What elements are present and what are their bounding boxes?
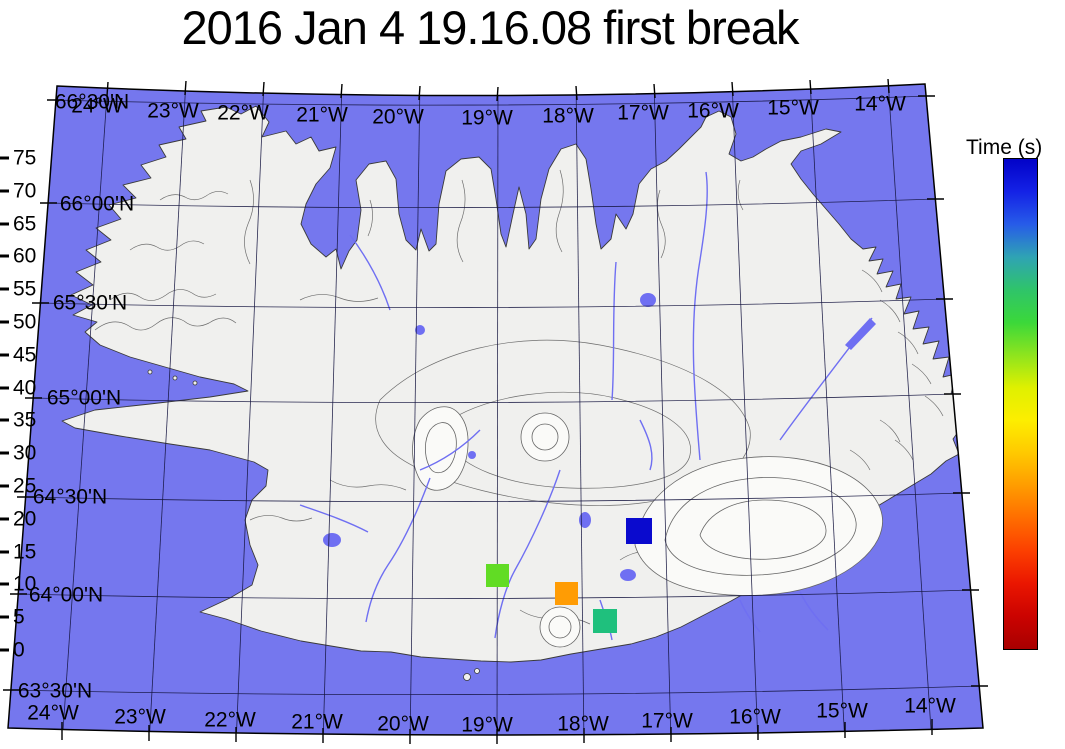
- longitude-label: 18°W: [542, 104, 594, 128]
- small-islands: [147, 369, 480, 681]
- longitude-label: 14°W: [854, 92, 906, 116]
- glacier-vatnajokull: [634, 456, 883, 596]
- colorbar-tick-label: 0: [13, 638, 25, 662]
- colorbar-tick-label: 75: [13, 146, 37, 170]
- latitude-label: 65°30'N: [52, 291, 128, 315]
- colorbar-title: Time (s): [966, 136, 1043, 159]
- latitude-label: 66°00'N: [59, 192, 135, 216]
- event-marker-square: [486, 564, 509, 587]
- colorbar-tick-label: 35: [13, 408, 37, 432]
- event-marker-square: [555, 582, 578, 605]
- colorbar-tick-dash: [0, 451, 9, 455]
- longitude-label: 21°W: [296, 103, 348, 127]
- colorbar-tick-dash: [0, 615, 9, 619]
- colorbar-tick-label: 40: [13, 376, 37, 400]
- colorbar-tick-dash: [0, 386, 9, 390]
- colorbar-tick: 50: [0, 312, 36, 333]
- colorbar-tick-label: 45: [13, 343, 37, 367]
- longitude-label: 17°W: [641, 709, 693, 733]
- longitude-label: 14°W: [904, 694, 956, 718]
- lakes: [323, 293, 876, 581]
- longitude-label: 23°W: [114, 705, 166, 729]
- longitude-label: 21°W: [291, 710, 343, 734]
- colorbar-tick-label: 15: [13, 540, 37, 564]
- colorbar-tick: 30: [0, 443, 36, 464]
- colorbar-tick: 15: [0, 542, 36, 563]
- longitude-label: 15°W: [767, 96, 819, 120]
- colorbar-tick: 60: [0, 246, 36, 267]
- longitude-label: 15°W: [816, 699, 868, 723]
- longitude-label: 24°W: [71, 94, 123, 118]
- event-marker-square: [593, 609, 617, 633]
- latitude-label: 63°30'N: [17, 679, 93, 703]
- longitude-label: 16°W: [729, 705, 781, 729]
- colorbar-tick: 65: [0, 214, 36, 235]
- colorbar-tick-dash: [0, 517, 9, 521]
- glacier-hofsjokull: [520, 412, 570, 462]
- colorbar-tick-dash: [0, 254, 9, 258]
- longitude-label: 22°W: [204, 708, 256, 732]
- latitude-label: 64°00'N: [28, 583, 104, 607]
- colorbar-tick: 75: [0, 148, 36, 169]
- colorbar-tick: 0: [0, 640, 25, 661]
- colorbar-tick: 55: [0, 279, 36, 300]
- colorbar-tick-dash: [0, 648, 9, 652]
- colorbar-tick-dash: [0, 582, 9, 586]
- colorbar-tick-dash: [0, 189, 9, 193]
- colorbar-tick-label: 60: [13, 244, 37, 268]
- colorbar-tick-dash: [0, 320, 9, 324]
- colorbar-tick-label: 50: [13, 310, 37, 334]
- colorbar-tick-label: 65: [13, 212, 37, 236]
- graticule-parallels: [10, 95, 981, 696]
- graticule-meridians: [61, 84, 933, 735]
- longitude-label: 22°W: [217, 101, 269, 125]
- colorbar-tick-label: 25: [13, 474, 37, 498]
- latitude-label: 64°30'N: [32, 485, 108, 509]
- longitude-label: 17°W: [617, 101, 669, 125]
- longitude-label: 16°W: [687, 99, 739, 123]
- colorbar-tick-dash: [0, 222, 9, 226]
- page-title: 2016 Jan 4 19.16.08 first break: [181, 1, 800, 54]
- longitude-label: 20°W: [372, 105, 424, 129]
- longitude-label: 19°W: [461, 713, 513, 737]
- colorbar-tick-dash: [0, 550, 9, 554]
- colorbar-tick: 25: [0, 476, 36, 497]
- colorbar-tick: 20: [0, 509, 36, 530]
- colorbar-tick-label: 20: [13, 507, 37, 531]
- colorbar-tick-label: 30: [13, 441, 37, 465]
- colorbar-tick-dash: [0, 353, 9, 357]
- map-border: [7, 83, 984, 736]
- colorbar-tick-dash: [0, 484, 9, 488]
- longitude-label: 23°W: [147, 99, 199, 123]
- colorbar-tick-dash: [0, 156, 9, 160]
- event-marker-square: [626, 518, 652, 544]
- longitude-label: 24°W: [27, 701, 79, 725]
- colorbar-tick: 35: [0, 410, 36, 431]
- latitude-label: 65°00'N: [46, 386, 122, 410]
- longitude-label: 20°W: [377, 712, 429, 736]
- glacier-myrdalsjokull: [539, 606, 581, 648]
- colorbar-tick-dash: [0, 418, 9, 422]
- colorbar-tick: 5: [0, 607, 25, 628]
- colorbar-tick: 45: [0, 345, 36, 366]
- colorbar-tick: 40: [0, 378, 36, 399]
- longitude-label: 19°W: [461, 106, 513, 130]
- colorbar-tick-label: 70: [13, 179, 37, 203]
- colorbar-tick-label: 10: [13, 572, 37, 596]
- latitude-label: 66°30'N: [54, 90, 130, 114]
- colorbar-tick-label: 5: [13, 605, 25, 629]
- colorbar-tick: 10: [0, 574, 36, 595]
- colorbar-tick-label: 55: [13, 277, 37, 301]
- colorbar-tick: 70: [0, 181, 36, 202]
- colorbar-tick-dash: [0, 287, 9, 291]
- longitude-label: 18°W: [557, 712, 609, 736]
- colorbar-gradient: [1003, 158, 1038, 650]
- glacier-langjokull: [412, 406, 469, 491]
